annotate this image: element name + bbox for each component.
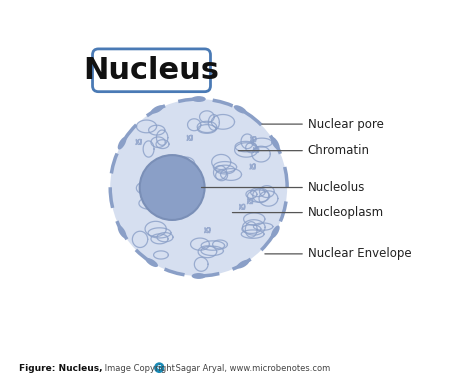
Ellipse shape bbox=[118, 137, 127, 150]
Ellipse shape bbox=[237, 260, 249, 268]
Text: C: C bbox=[157, 365, 162, 370]
Ellipse shape bbox=[146, 258, 158, 267]
Circle shape bbox=[140, 155, 205, 220]
Text: Image Copyright: Image Copyright bbox=[102, 365, 177, 373]
Text: Nuclear Envelope: Nuclear Envelope bbox=[265, 247, 411, 260]
Text: Nucleus: Nucleus bbox=[83, 56, 219, 85]
Text: Figure: Nucleus,: Figure: Nucleus, bbox=[19, 365, 102, 373]
Ellipse shape bbox=[118, 226, 127, 238]
Circle shape bbox=[110, 99, 287, 276]
Text: Sagar Aryal, www.microbenotes.com: Sagar Aryal, www.microbenotes.com bbox=[173, 365, 330, 373]
Text: Nuclear pore: Nuclear pore bbox=[262, 118, 383, 131]
Circle shape bbox=[154, 362, 164, 373]
Ellipse shape bbox=[191, 96, 206, 102]
Text: Chromatin: Chromatin bbox=[238, 144, 370, 157]
Text: Nucleolus: Nucleolus bbox=[201, 181, 365, 194]
FancyBboxPatch shape bbox=[92, 49, 210, 92]
Ellipse shape bbox=[234, 105, 246, 114]
Ellipse shape bbox=[271, 137, 280, 150]
Ellipse shape bbox=[271, 226, 280, 238]
Ellipse shape bbox=[191, 273, 206, 279]
Ellipse shape bbox=[151, 105, 164, 114]
Text: Nucleoplasm: Nucleoplasm bbox=[232, 206, 384, 219]
